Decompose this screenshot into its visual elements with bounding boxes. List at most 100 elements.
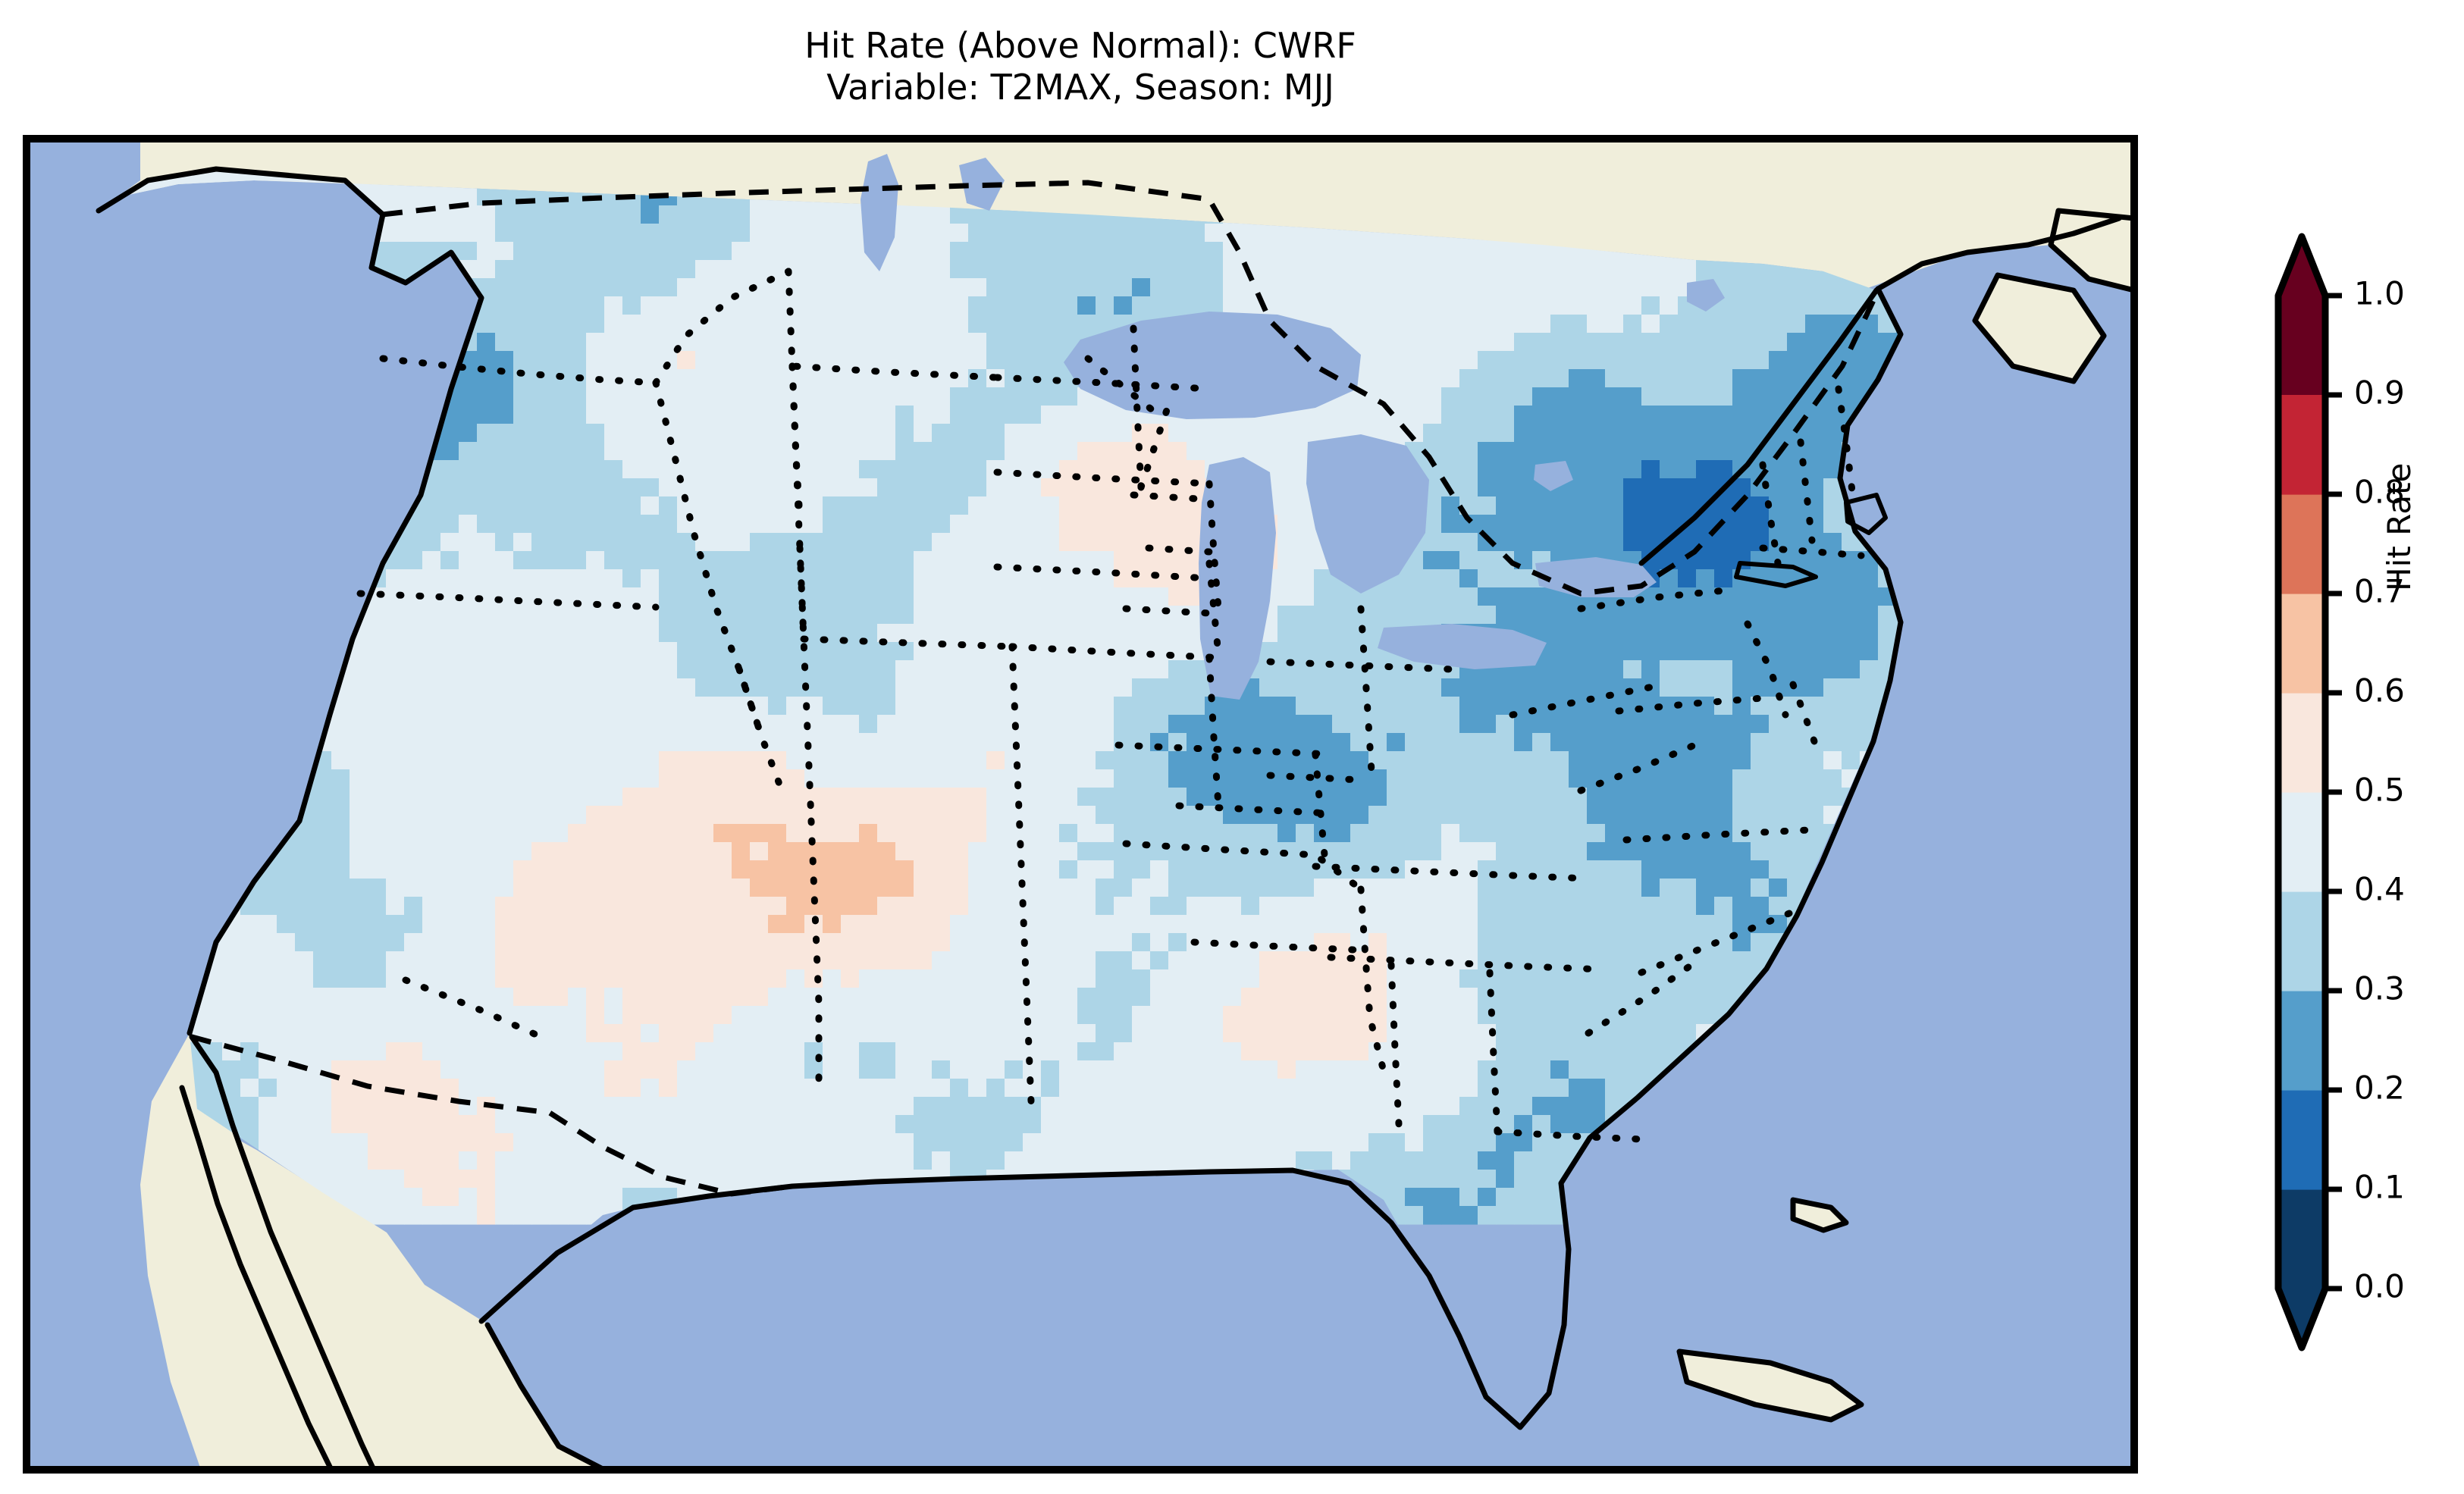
hit-rate-grid-cell (1332, 296, 1351, 315)
hit-rate-grid-cell (550, 933, 569, 952)
hit-rate-grid-cell (1732, 315, 1751, 334)
hit-rate-grid-cell (513, 733, 532, 752)
hit-rate-grid-cell (732, 842, 751, 861)
hit-rate-grid-cell (750, 806, 769, 825)
hit-rate-grid-cell (932, 551, 951, 570)
hit-rate-grid-cell (440, 751, 459, 770)
hit-rate-grid-cell (659, 642, 678, 661)
hit-rate-grid-cell (1114, 587, 1133, 606)
hit-rate-grid-cell (1277, 988, 1296, 1007)
hit-rate-grid-cell (1041, 533, 1060, 552)
hit-rate-grid-cell (1678, 660, 1697, 679)
hit-rate-grid-cell (1423, 1042, 1442, 1061)
hit-rate-grid-cell (1277, 496, 1296, 515)
hit-rate-grid-cell (331, 788, 350, 807)
hit-rate-grid-cell (895, 1060, 914, 1079)
hit-rate-grid-cell (932, 897, 951, 916)
hit-rate-grid-cell (1405, 315, 1424, 334)
hit-rate-grid-cell (1441, 897, 1460, 916)
hit-rate-grid-cell (732, 460, 751, 479)
hit-rate-grid-cell (1114, 1024, 1133, 1043)
hit-rate-grid-cell (1223, 824, 1242, 843)
hit-rate-grid-cell (1769, 879, 1788, 897)
hit-rate-grid-cell (1696, 988, 1715, 1007)
hit-rate-grid-cell (568, 769, 587, 788)
hit-rate-grid-cell (1423, 587, 1442, 606)
hit-rate-grid-cell (1441, 879, 1460, 897)
hit-rate-grid-cell (1805, 769, 1824, 788)
hit-rate-grid-cell (1296, 242, 1315, 261)
hit-rate-grid-cell (1787, 842, 1806, 861)
hit-rate-grid-cell (622, 715, 641, 734)
hit-rate-grid-cell (1277, 1060, 1296, 1079)
hit-rate-grid-cell (1751, 842, 1770, 861)
hit-rate-grid-cell (768, 1042, 787, 1061)
hit-rate-grid-cell (695, 788, 714, 807)
hit-rate-grid-cell (1096, 751, 1114, 770)
hit-rate-grid-cell (641, 1042, 660, 1061)
hit-rate-grid-cell (495, 406, 514, 424)
hit-rate-grid-cell (368, 969, 387, 988)
hit-rate-grid-cell (986, 842, 1005, 861)
hit-rate-grid-cell (1459, 406, 1478, 424)
hit-rate-grid-cell (1587, 933, 1606, 952)
hit-rate-grid-cell (1187, 697, 1205, 716)
hit-rate-grid-cell (859, 587, 878, 606)
hit-rate-grid-cell (222, 1006, 241, 1025)
hit-rate-grid-cell (950, 1042, 969, 1061)
hit-rate-grid-cell (895, 242, 914, 261)
hit-rate-grid-cell (968, 788, 987, 807)
hit-rate-grid-cell (1150, 897, 1169, 916)
hit-rate-grid-cell (531, 533, 550, 552)
hit-rate-grid-cell (895, 678, 914, 697)
hit-rate-grid-cell (750, 587, 769, 606)
hit-rate-grid-cell (895, 969, 914, 988)
hit-rate-grid-cell (1387, 715, 1406, 734)
hit-rate-grid-cell (531, 296, 550, 315)
hit-rate-grid-cell (877, 460, 896, 479)
hit-rate-grid-cell (877, 751, 896, 770)
hit-rate-grid-cell (513, 879, 532, 897)
hit-rate-grid-cell (1114, 969, 1133, 988)
hit-rate-grid-cell (459, 624, 478, 643)
hit-rate-grid-cell (877, 333, 896, 352)
hit-rate-grid-cell (404, 606, 423, 625)
hit-rate-grid-cell (932, 988, 951, 1007)
hit-rate-grid-cell (1787, 333, 1806, 352)
hit-rate-grid-cell (622, 769, 641, 788)
hit-rate-grid-cell (1714, 969, 1733, 988)
hit-rate-grid-cell (568, 1024, 587, 1043)
hit-rate-grid-cell (895, 897, 914, 916)
hit-rate-grid-cell (1096, 715, 1114, 734)
hit-rate-grid-cell (568, 1042, 587, 1061)
hit-rate-grid-cell (1096, 897, 1114, 916)
hit-rate-grid-cell (1532, 424, 1551, 443)
hit-rate-grid-cell (477, 478, 496, 497)
hit-rate-grid-cell (368, 642, 387, 661)
hit-rate-grid-cell (440, 460, 459, 479)
hit-rate-grid-cell (986, 915, 1005, 934)
hit-rate-grid-cell (386, 824, 405, 843)
hit-rate-grid-cell (1842, 624, 1861, 643)
hit-rate-grid-cell (1623, 460, 1642, 479)
hit-rate-grid-cell (550, 387, 569, 406)
hit-rate-grid-cell (877, 1060, 896, 1079)
hit-rate-grid-cell (641, 988, 660, 1007)
hit-rate-grid-cell (586, 751, 605, 770)
hit-rate-grid-cell (641, 660, 660, 679)
hit-rate-grid-cell (1405, 897, 1424, 916)
hit-rate-grid-cell (1587, 478, 1606, 497)
hit-rate-grid-cell (1532, 733, 1551, 752)
hit-rate-grid-cell (732, 879, 751, 897)
hit-rate-grid-cell (859, 1042, 878, 1061)
hit-rate-grid-cell (859, 515, 878, 534)
hit-rate-grid-cell (1641, 806, 1660, 825)
hit-rate-grid-cell (1423, 260, 1442, 279)
hit-rate-grid-cell (459, 460, 478, 479)
hit-rate-grid-cell (204, 988, 223, 1007)
hit-rate-grid-cell (932, 242, 951, 261)
hit-rate-grid-cell (732, 224, 751, 243)
hit-rate-grid-cell (1168, 515, 1187, 534)
hit-rate-grid-cell (1023, 278, 1042, 297)
hit-rate-grid-cell (604, 1060, 623, 1079)
